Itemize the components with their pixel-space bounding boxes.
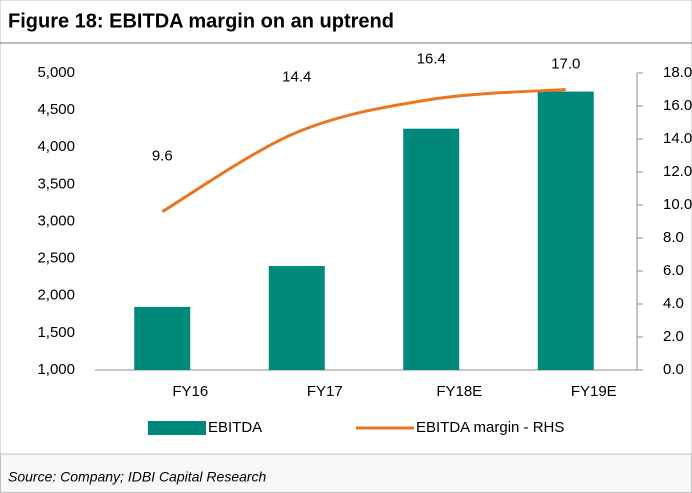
x-tick-label: FY18E — [436, 383, 482, 400]
y2-tick-label: 10.0 — [663, 196, 692, 213]
x-tick-label: FY17 — [307, 383, 343, 400]
data-label: 17.0 — [551, 55, 580, 72]
line — [161, 88, 566, 213]
y2-tick-label: 14.0 — [663, 130, 692, 147]
y-tick-label: 1,000 — [37, 361, 75, 378]
data-label: 14.4 — [282, 68, 311, 85]
x-tick-label: FY16 — [172, 383, 208, 400]
data-label: 16.4 — [417, 50, 446, 67]
y2-tick-label: 4.0 — [663, 295, 684, 312]
y-tick-label: 2,500 — [37, 250, 75, 267]
legend-swatch — [148, 421, 206, 435]
bar — [537, 91, 594, 370]
y-tick-label: 4,000 — [37, 138, 75, 155]
bar — [403, 128, 460, 370]
y2-tick-label: 0.0 — [663, 361, 684, 378]
y-tick-label: 2,000 — [37, 287, 75, 304]
y2-tick-label: 8.0 — [663, 229, 684, 246]
title-bar — [0, 0, 692, 43]
source: Source: Company; IDBI Capital Research — [8, 469, 267, 485]
y2-tick-label: 12.0 — [663, 163, 692, 180]
y-tick-label: 5,000 — [37, 64, 75, 81]
legend-label: EBITDA margin - RHS — [416, 419, 564, 436]
y2-tick-label: 18.0 — [663, 64, 692, 81]
y2-tick-label: 6.0 — [663, 262, 684, 279]
y-tick-label: 1,500 — [37, 324, 75, 341]
bar — [268, 266, 325, 370]
y-tick-label: 3,000 — [37, 212, 75, 229]
y-tick-label: 4,500 — [37, 101, 75, 118]
y2-tick-label: 16.0 — [663, 97, 692, 114]
y-tick-label: 3,500 — [37, 175, 75, 192]
x-tick-label: FY19E — [571, 383, 617, 400]
bar — [134, 306, 191, 370]
chart-title: Figure 18: EBITDA margin on an uptrend — [8, 10, 394, 32]
y2-tick-label: 2.0 — [663, 328, 684, 345]
legend-label: EBITDA — [208, 419, 262, 436]
data-label: 9.6 — [152, 148, 173, 165]
